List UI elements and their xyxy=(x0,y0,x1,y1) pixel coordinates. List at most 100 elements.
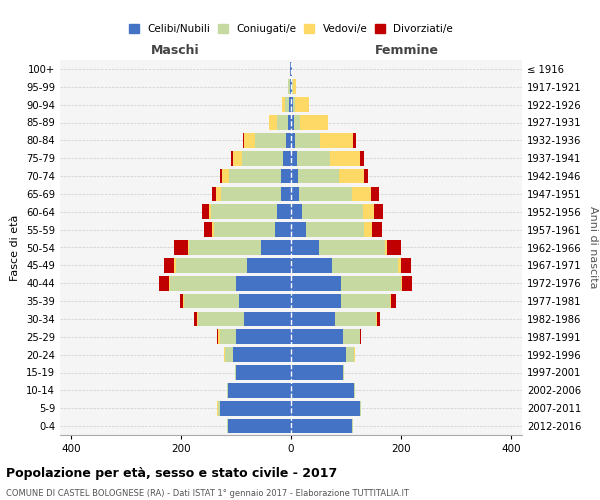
Bar xyxy=(202,204,209,219)
Bar xyxy=(373,222,382,237)
Bar xyxy=(292,80,293,94)
Bar xyxy=(217,330,218,344)
Bar xyxy=(211,204,277,219)
Bar xyxy=(391,294,395,308)
Bar xyxy=(277,204,291,219)
Bar xyxy=(244,133,255,148)
Bar xyxy=(243,133,244,148)
Bar xyxy=(220,330,236,344)
Bar xyxy=(288,115,291,130)
Bar xyxy=(329,151,360,166)
Bar xyxy=(398,258,401,272)
Bar xyxy=(282,98,285,112)
Bar xyxy=(360,330,361,344)
Bar xyxy=(218,401,220,415)
Bar xyxy=(194,312,197,326)
Bar xyxy=(294,115,301,130)
Bar xyxy=(291,133,295,148)
Bar xyxy=(188,240,189,255)
Bar xyxy=(352,186,371,201)
Bar xyxy=(228,419,291,434)
Bar xyxy=(212,186,216,201)
Text: COMUNE DI CASTEL BOLOGNESE (RA) - Dati ISTAT 1° gennaio 2017 - Elaborazione TUTT: COMUNE DI CASTEL BOLOGNESE (RA) - Dati I… xyxy=(6,489,409,498)
Bar xyxy=(225,348,233,362)
Bar xyxy=(291,80,292,94)
Bar xyxy=(291,258,332,272)
Bar xyxy=(181,294,183,308)
Bar xyxy=(291,240,319,255)
Bar xyxy=(360,151,364,166)
Bar xyxy=(291,330,343,344)
Bar xyxy=(229,168,281,184)
Bar xyxy=(255,133,286,148)
Bar xyxy=(387,240,401,255)
Bar xyxy=(293,80,296,94)
Bar xyxy=(164,258,175,272)
Bar xyxy=(352,419,353,434)
Bar xyxy=(291,419,352,434)
Bar xyxy=(291,222,307,237)
Bar xyxy=(230,151,233,166)
Text: Maschi: Maschi xyxy=(151,44,200,58)
Bar xyxy=(291,151,296,166)
Bar xyxy=(332,258,398,272)
Bar xyxy=(385,240,387,255)
Bar xyxy=(236,365,291,380)
Bar xyxy=(285,98,289,112)
Bar xyxy=(293,98,295,112)
Bar xyxy=(291,168,298,184)
Bar xyxy=(290,80,291,94)
Bar xyxy=(401,276,402,290)
Bar xyxy=(159,276,169,290)
Bar xyxy=(212,222,214,237)
Bar xyxy=(390,294,391,308)
Bar xyxy=(402,276,412,290)
Bar xyxy=(302,204,362,219)
Bar xyxy=(291,115,294,130)
Bar xyxy=(261,240,291,255)
Bar xyxy=(227,383,228,398)
Bar xyxy=(244,312,291,326)
Bar xyxy=(364,168,368,184)
Bar xyxy=(291,365,343,380)
Bar xyxy=(291,276,341,290)
Bar xyxy=(360,401,361,415)
Bar xyxy=(269,115,277,130)
Bar xyxy=(176,258,247,272)
Bar xyxy=(236,330,291,344)
Y-axis label: Anni di nascita: Anni di nascita xyxy=(588,206,598,289)
Bar xyxy=(221,186,281,201)
Bar xyxy=(233,348,291,362)
Bar xyxy=(299,186,352,201)
Bar xyxy=(222,168,229,184)
Bar xyxy=(298,168,339,184)
Bar xyxy=(377,312,380,326)
Bar xyxy=(371,186,379,201)
Bar xyxy=(277,115,288,130)
Bar xyxy=(281,168,291,184)
Bar xyxy=(291,348,346,362)
Bar xyxy=(291,312,335,326)
Bar xyxy=(175,240,188,255)
Bar xyxy=(175,258,176,272)
Bar xyxy=(291,401,360,415)
Bar xyxy=(283,151,291,166)
Bar xyxy=(291,98,293,112)
Bar xyxy=(339,168,364,184)
Bar xyxy=(275,222,291,237)
Bar xyxy=(286,133,291,148)
Bar xyxy=(197,312,244,326)
Text: Popolazione per età, sesso e stato civile - 2017: Popolazione per età, sesso e stato civil… xyxy=(6,468,337,480)
Bar xyxy=(343,365,344,380)
Bar xyxy=(320,133,353,148)
Bar xyxy=(295,133,320,148)
Bar xyxy=(184,294,239,308)
Bar xyxy=(353,133,356,148)
Bar xyxy=(295,98,309,112)
Bar xyxy=(301,115,328,130)
Bar xyxy=(216,186,221,201)
Bar xyxy=(204,222,212,237)
Bar xyxy=(189,240,261,255)
Text: Femmine: Femmine xyxy=(374,44,439,58)
Bar xyxy=(214,222,275,237)
